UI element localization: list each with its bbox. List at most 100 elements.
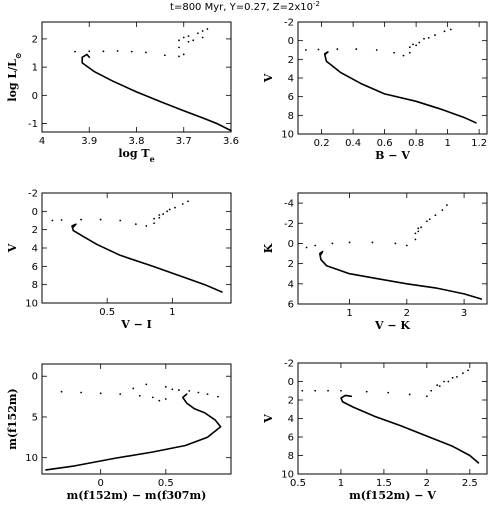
panel-1: 4 3.9 3.8 3.7 3.6 -1 0 1 2 log Te log L/L⊙ (6, 21, 239, 164)
main-sequence-line (340, 394, 480, 464)
star-point (365, 390, 368, 393)
star-point (414, 238, 417, 241)
star-point (314, 244, 317, 247)
star-point (158, 399, 161, 402)
y-tick-label: -2 (284, 359, 294, 370)
star-point (446, 204, 448, 207)
star-point (317, 48, 320, 51)
y-tick-label: 2 (32, 34, 38, 45)
y-axis-label: K (262, 243, 275, 253)
star-point (449, 28, 452, 31)
star-point (206, 393, 209, 396)
star-point (305, 246, 308, 249)
star-point (182, 36, 185, 39)
star-point (158, 214, 161, 216)
y-tick-label: 0 (32, 207, 38, 218)
star-point (171, 388, 174, 391)
y-tick-label: 10 (281, 470, 294, 481)
star-point (116, 50, 119, 52)
star-point (467, 369, 469, 372)
star-point (164, 385, 167, 388)
star-point (192, 39, 195, 42)
star-point (438, 385, 441, 388)
y-tick-label: 2 (288, 55, 294, 66)
figure-title: t=800 Myr, Y=0.27, Z=2x10-2 (170, 0, 320, 13)
panel-2: 0.2 0.4 0.6 0.8 1 1.2 -2 0 2 4 6 8 10 B − V V (262, 18, 488, 162)
y-tick-label: 4 (288, 74, 294, 85)
y-tick-label: 10 (25, 453, 38, 464)
x-tick-label: 1 (346, 308, 352, 319)
y-tick-label: 0 (288, 239, 294, 250)
y-tick-label: -4 (284, 199, 294, 210)
y-tick-label: 0 (32, 91, 38, 102)
star-point (166, 210, 169, 213)
star-point (178, 39, 180, 42)
star-point (119, 393, 122, 396)
star-point (181, 203, 184, 205)
y-tick-label: 4 (288, 279, 294, 290)
star-point (425, 395, 428, 398)
star-point (434, 34, 436, 36)
x-tick-label: 1.2 (471, 138, 487, 149)
star-point (405, 244, 408, 247)
y-axis-label: V (262, 73, 275, 83)
main-sequence-line (81, 53, 232, 132)
star-point (158, 216, 161, 219)
star-point (402, 54, 405, 57)
y-axis-label: m(f152m) (6, 388, 19, 449)
x-tick-label: 1 (338, 478, 344, 489)
x-tick-label: 1 (444, 138, 450, 149)
x-tick-label: 0.5 (290, 478, 306, 489)
x-tick-label: 0.5 (158, 478, 174, 489)
y-tick-label: 8 (32, 280, 38, 291)
star-point (336, 48, 339, 50)
y-tick-label: 0 (288, 377, 294, 388)
y-axis-label: V (262, 414, 275, 424)
star-point (375, 49, 378, 51)
star-point (441, 209, 444, 212)
star-point (434, 214, 437, 217)
plot-frame (41, 363, 232, 475)
y-tick-label: 6 (288, 433, 294, 444)
x-axis-label: log Te (118, 147, 154, 164)
star-point (414, 232, 417, 235)
panel-3: 0.5 1 -2 0 2 4 6 8 10 V − I V (6, 189, 232, 331)
star-point (60, 390, 63, 393)
star-point (427, 36, 430, 39)
star-point (355, 48, 358, 50)
star-point (99, 218, 102, 221)
x-tick-label: 1.5 (376, 478, 392, 489)
x-tick-label: 0.2 (314, 138, 330, 149)
star-point (443, 380, 445, 383)
star-point (304, 49, 307, 51)
plot-frame (41, 21, 232, 133)
star-point (408, 393, 411, 396)
star-point (153, 217, 155, 220)
x-axis-label: m(f152m) − V (349, 489, 436, 502)
y-tick-label: 4 (32, 244, 38, 255)
star-point (430, 389, 433, 392)
y-tick-label: 10 (281, 130, 294, 141)
star-point (145, 383, 148, 386)
star-point (436, 384, 439, 387)
star-point (408, 46, 411, 49)
x-axis-label: V − K (374, 319, 410, 332)
x-tick-label: 3.9 (81, 136, 97, 147)
star-point (393, 51, 395, 54)
star-point (456, 375, 458, 378)
x-axis-label: m(f152m) − m(f307m) (67, 489, 207, 502)
y-tick-label: 8 (288, 451, 294, 462)
star-point (163, 54, 166, 57)
plot-frame (297, 21, 488, 135)
star-point (88, 50, 91, 53)
y-tick-label: 6 (32, 262, 38, 273)
x-tick-label: 3.7 (176, 136, 192, 147)
star-point (418, 41, 421, 44)
y-tick-label: -2 (284, 18, 294, 29)
star-point (102, 50, 105, 53)
star-point (187, 40, 190, 43)
y-axis-label: V (6, 243, 19, 253)
star-point (132, 387, 135, 390)
